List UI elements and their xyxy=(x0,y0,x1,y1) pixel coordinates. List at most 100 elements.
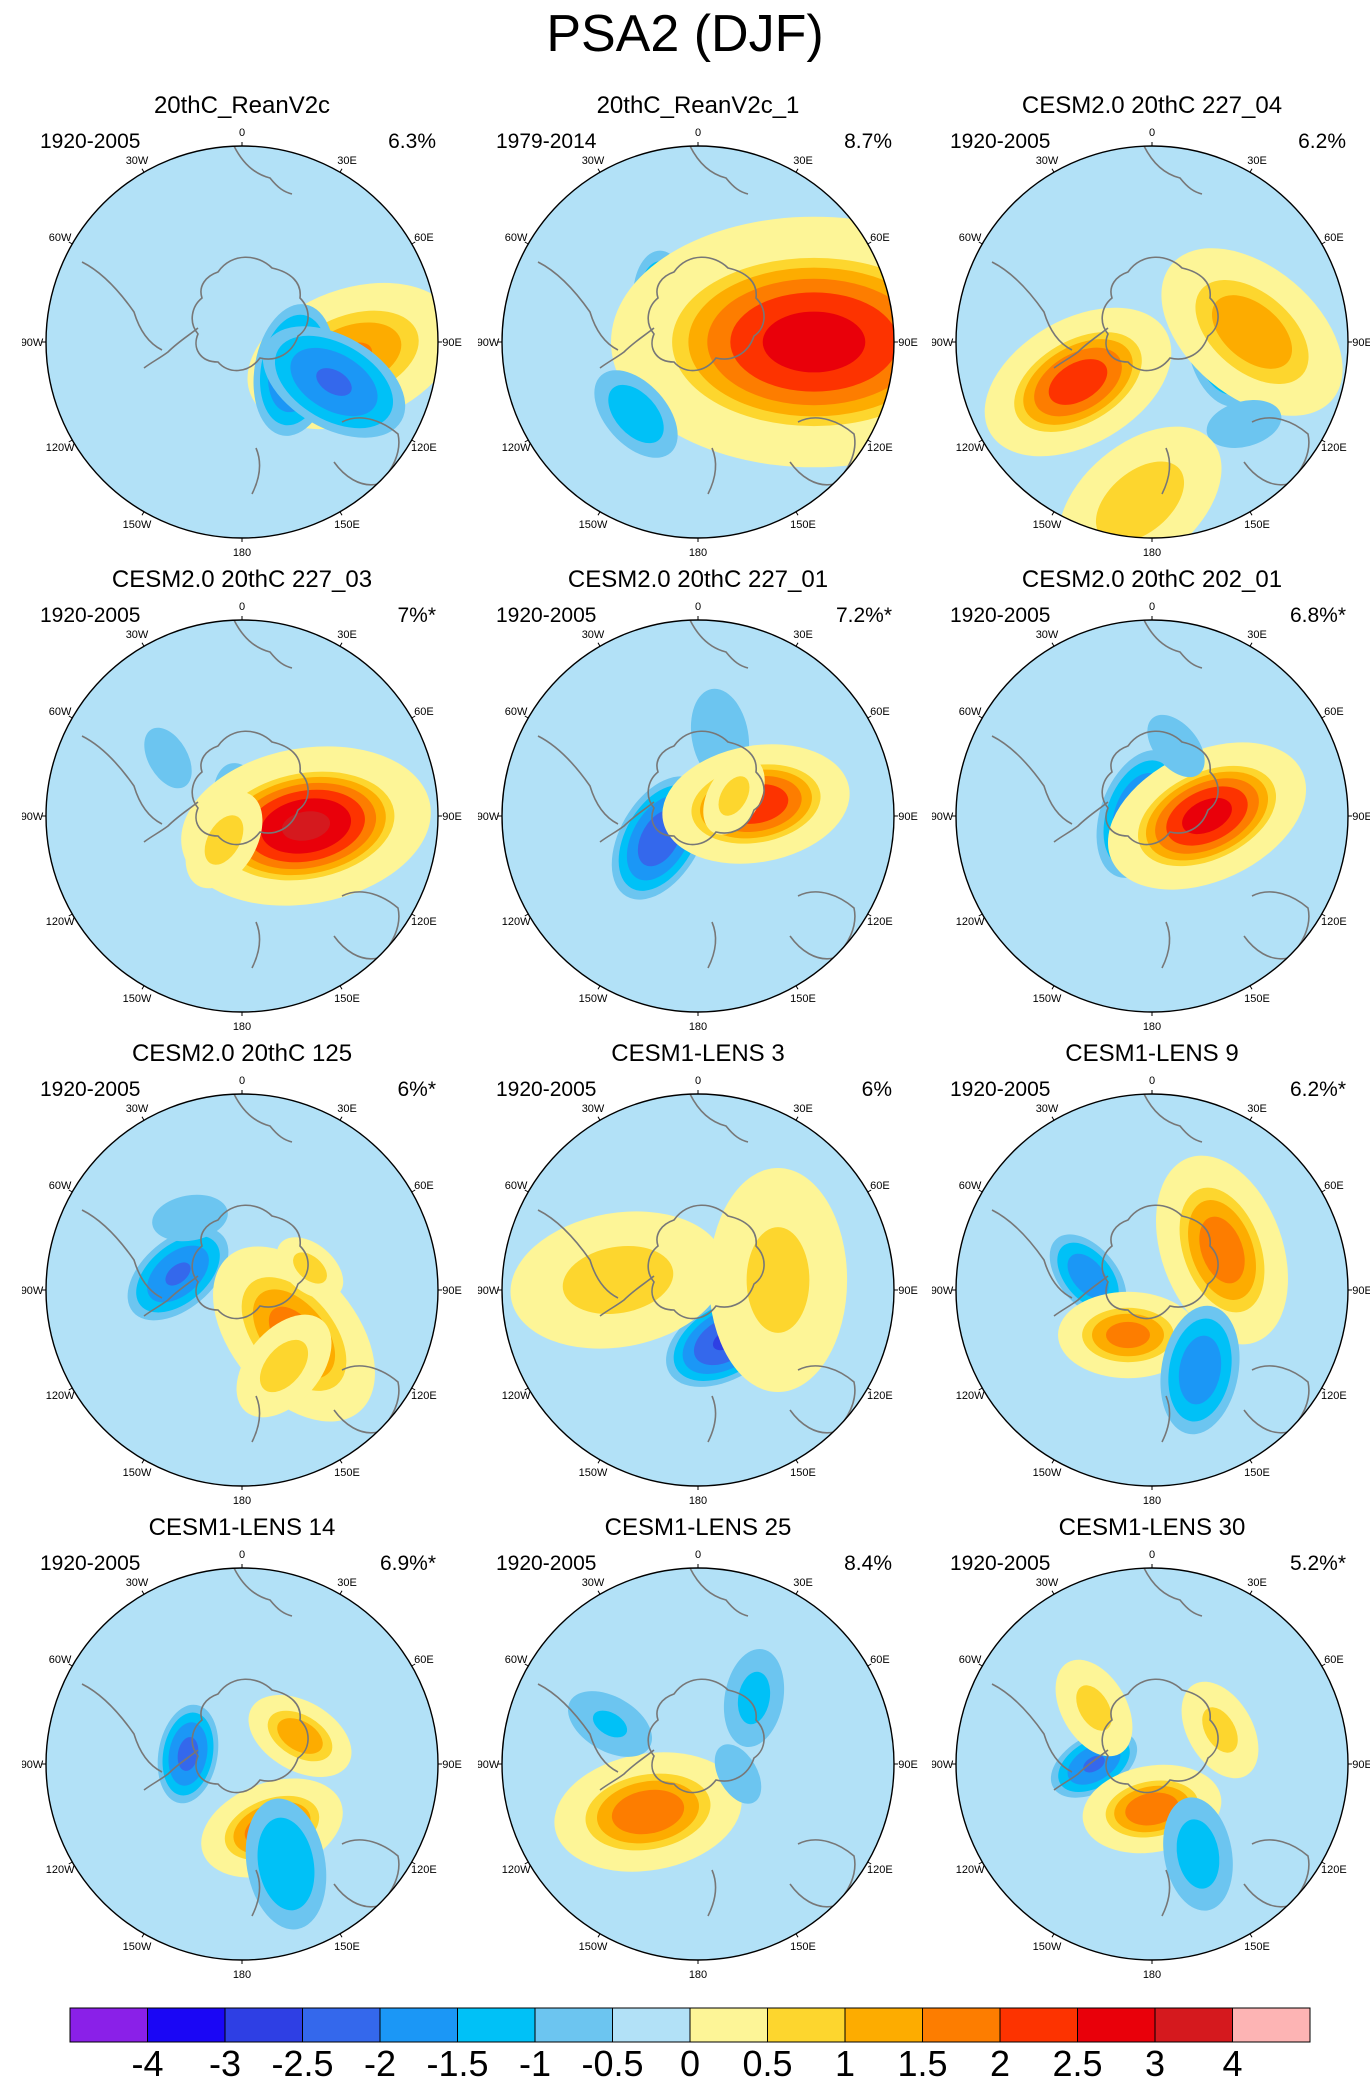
lon-label: 90W xyxy=(478,811,500,823)
africa-coastline xyxy=(689,620,749,669)
lon-tick xyxy=(339,511,343,516)
lon-tick xyxy=(524,913,529,917)
negative-anomaly xyxy=(262,326,406,438)
lon-label: 90E xyxy=(442,337,462,349)
lon-tick xyxy=(1321,913,1326,917)
lon-tick xyxy=(339,1459,343,1464)
south-america-coastline xyxy=(537,1209,619,1299)
lon-tick xyxy=(68,1663,73,1667)
lon-label: 180 xyxy=(1143,1969,1161,1981)
contour-band xyxy=(762,311,866,373)
lon-label: 90E xyxy=(898,1759,918,1771)
contour-band xyxy=(1147,714,1205,778)
field-background xyxy=(956,1568,1348,1960)
panel-variance: 6.2% xyxy=(1298,130,1346,153)
new-zealand-coastline xyxy=(1161,447,1171,495)
lon-label: 0 xyxy=(1149,1549,1155,1561)
panel-variance: 6% xyxy=(861,1078,892,1101)
lon-label: 30E xyxy=(1247,155,1267,167)
lon-label: 30W xyxy=(1036,155,1059,167)
contour-band xyxy=(1067,1253,1109,1299)
panel-period: 1920-2005 xyxy=(40,604,141,627)
lon-label: 180 xyxy=(689,1969,707,1981)
polar-map: 0 30E 60E 90E 120E 150E 180 150W 120W 90W 60W 30W xyxy=(22,1549,462,1981)
lon-tick xyxy=(867,715,872,719)
colorbar-box xyxy=(612,2007,691,2043)
lon-tick xyxy=(1249,985,1253,990)
lon-tick xyxy=(867,1189,872,1193)
panel-title: CESM1-LENS 25 xyxy=(604,1514,792,1541)
negative-anomaly xyxy=(1147,714,1205,778)
africa-coastline xyxy=(233,1094,293,1143)
polar-map: 0 30E 60E 90E 120E 150E 180 150W 120W 90W 60W 30W xyxy=(478,127,918,559)
lon-label: 30W xyxy=(1036,629,1059,641)
africa-coastline xyxy=(1143,1094,1203,1143)
lon-label: 150W xyxy=(123,1941,152,1953)
antarctica-coastline xyxy=(647,1678,765,1794)
lon-tick xyxy=(1321,715,1326,719)
lon-tick xyxy=(68,1189,73,1193)
africa-coastline xyxy=(689,146,749,195)
lon-label: 60E xyxy=(414,1180,434,1192)
contour-band xyxy=(277,1718,323,1754)
polar-map: 0 30E 60E 90E 120E 150E 180 150W 120W 90W 60W 30W xyxy=(932,1549,1370,1981)
negative-anomaly xyxy=(152,1194,228,1242)
lon-tick xyxy=(339,985,343,990)
lon-label: 60E xyxy=(1324,1180,1344,1192)
lon-tick xyxy=(597,1459,601,1464)
lon-tick xyxy=(68,715,73,719)
lon-tick xyxy=(141,1933,145,1938)
colorbar-label: -0.5 xyxy=(581,2043,643,2082)
lon-label: 0 xyxy=(695,127,701,139)
colorbar-box xyxy=(147,2007,226,2043)
map-panel: CESM1-LENS 3 1920-2005 6% 0 30E 60E 90E 120E 150… xyxy=(478,1040,918,1514)
new-zealand-coastline xyxy=(251,921,261,969)
colorbar-box xyxy=(1154,2007,1233,2043)
lon-tick xyxy=(978,439,983,443)
peninsula-coastline xyxy=(599,1749,655,1791)
lon-tick xyxy=(339,642,343,647)
lon-tick xyxy=(597,1116,601,1121)
lon-tick xyxy=(68,913,73,917)
australia-coastline xyxy=(333,891,400,960)
map-panel: CESM2.0 20thC 227_01 1920-2005 7.2%* 0 30E 60… xyxy=(478,566,918,1040)
lon-tick xyxy=(339,1933,343,1938)
lon-tick xyxy=(141,1590,145,1595)
lon-label: 60W xyxy=(49,232,72,244)
south-america-coastline xyxy=(81,1683,163,1773)
colorbar-box xyxy=(1077,2007,1156,2043)
lon-label: 60E xyxy=(870,706,890,718)
lon-label: 150W xyxy=(1033,1941,1062,1953)
panel-variance: 7%* xyxy=(397,604,436,627)
lon-label: 60E xyxy=(414,232,434,244)
colorbar-label: -3 xyxy=(209,2043,241,2082)
lon-label: 150W xyxy=(123,519,152,531)
lon-tick xyxy=(524,1189,529,1193)
lon-label: 120E xyxy=(867,1390,893,1402)
lon-tick xyxy=(1249,1933,1253,1938)
lon-label: 120W xyxy=(46,442,75,454)
lon-label: 90E xyxy=(1352,1759,1370,1771)
australia-coastline xyxy=(789,417,856,486)
panel-period: 1920-2005 xyxy=(950,130,1051,153)
lon-label: 90E xyxy=(1352,811,1370,823)
lon-tick xyxy=(867,1663,872,1667)
colorbar-box xyxy=(767,2007,846,2043)
colorbar-box xyxy=(302,2007,381,2043)
lon-label: 120W xyxy=(956,442,985,454)
lon-tick xyxy=(1051,1933,1055,1938)
lon-label: 150W xyxy=(579,519,608,531)
map-panel: CESM2.0 20thC 125 1920-2005 6%* 0 30E 60E 90E 1… xyxy=(22,1040,462,1514)
lon-label: 120W xyxy=(502,1864,531,1876)
lon-label: 60W xyxy=(49,706,72,718)
lon-tick xyxy=(978,1663,983,1667)
lon-label: 0 xyxy=(695,601,701,613)
lon-tick xyxy=(411,1663,416,1667)
lon-tick xyxy=(141,1459,145,1464)
polar-map: 0 30E 60E 90E 120E 150E 180 150W 120W 90W 60W 30W xyxy=(478,1075,918,1507)
field-background xyxy=(956,1094,1348,1486)
lon-label: 60E xyxy=(870,232,890,244)
lon-tick xyxy=(978,1189,983,1193)
lon-label: 90W xyxy=(932,1759,954,1771)
panel-title: CESM2.0 20thC 227_04 xyxy=(1021,92,1283,119)
